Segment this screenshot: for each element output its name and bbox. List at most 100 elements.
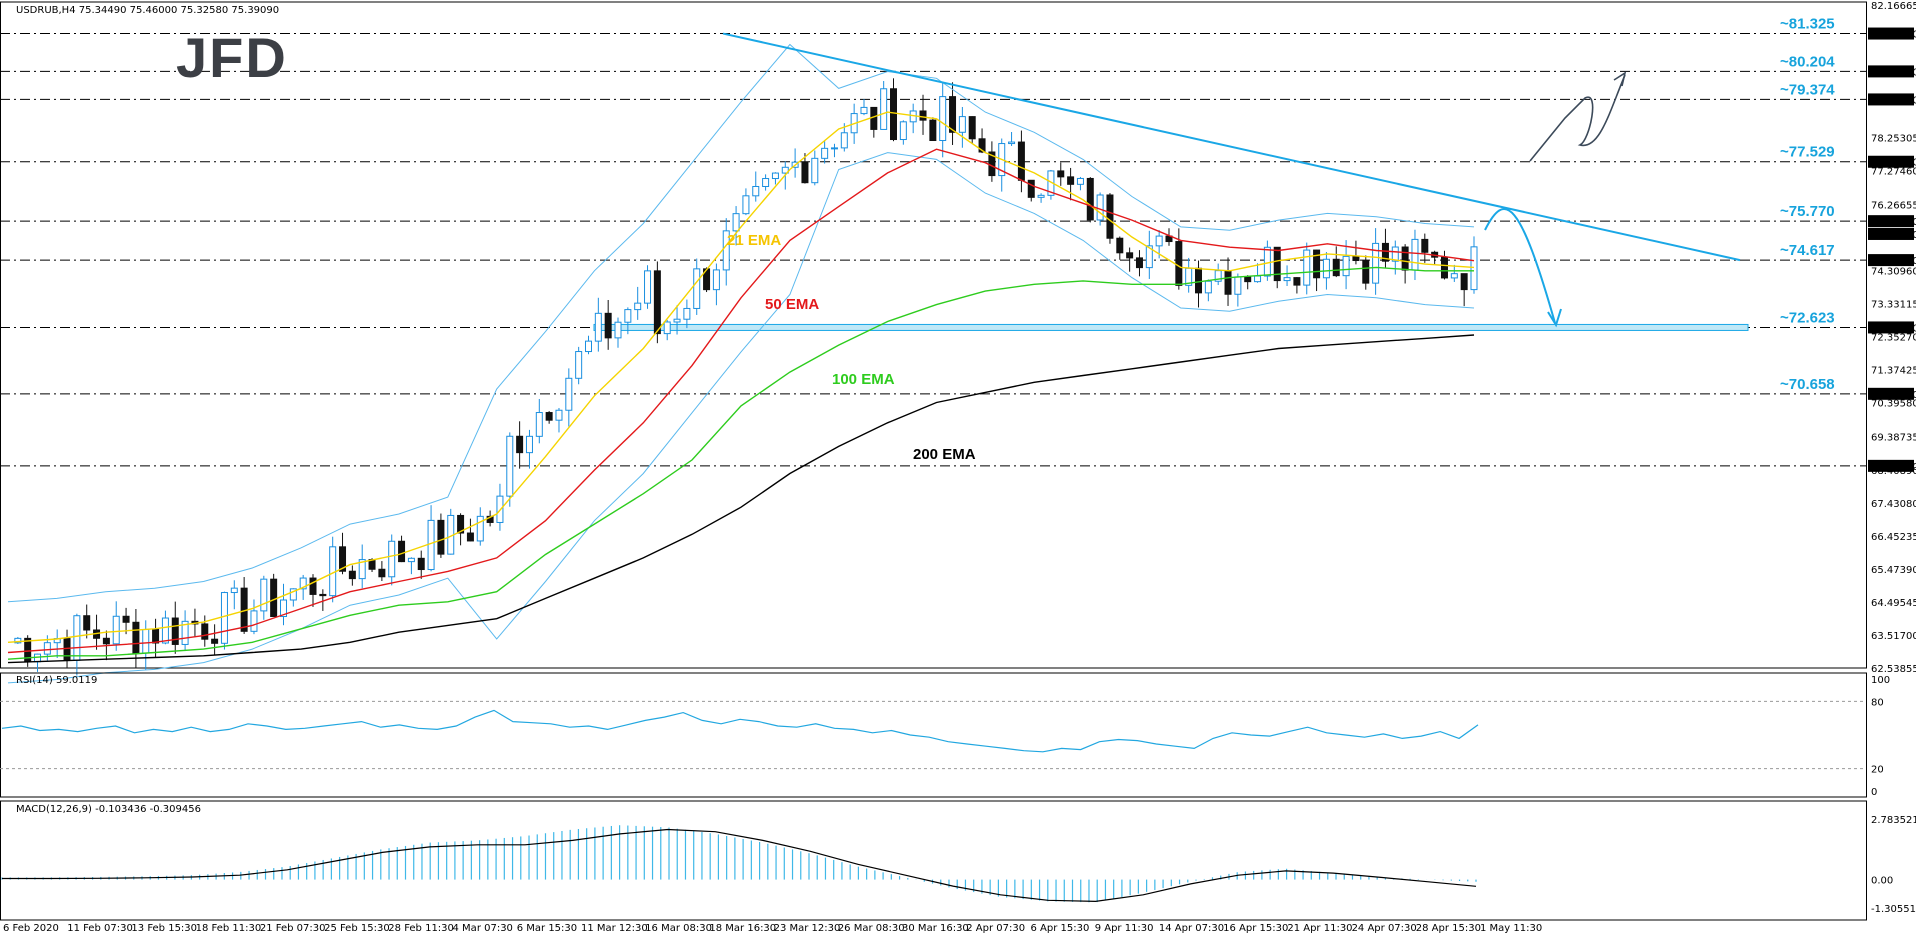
candle-body bbox=[181, 620, 189, 645]
candle-body bbox=[506, 435, 514, 497]
main-header: USDRUB,H4 75.34490 75.46000 75.32580 75.… bbox=[16, 5, 279, 16]
ema50-label: 50 EMA bbox=[765, 296, 819, 313]
candle-body bbox=[1008, 141, 1016, 145]
candle-body bbox=[398, 540, 406, 563]
candle-body bbox=[978, 138, 986, 153]
candle-body bbox=[63, 638, 71, 661]
price-tick-label: 79.37400 bbox=[1871, 95, 1916, 106]
macd-header: MACD(12,26,9) -0.103436 -0.309456 bbox=[16, 804, 201, 815]
candle-body bbox=[339, 546, 347, 572]
time-tick-label: 16 Mar 08:30 bbox=[645, 923, 712, 934]
price-tick-label: 78.25305 bbox=[1871, 133, 1916, 144]
candle-body bbox=[417, 557, 425, 571]
candle-body bbox=[830, 147, 838, 150]
candle-body bbox=[1254, 275, 1262, 283]
main-price-pane: ~81.325 ~80.204 ~79.374 ~77.529 ~75.770 ~74.6… bbox=[0, 1, 1867, 684]
macd-pane-frame bbox=[0, 800, 1867, 921]
bullish-projection-arrow bbox=[1529, 74, 1626, 162]
time-tick-label: 26 Mar 08:30 bbox=[838, 923, 905, 934]
candle-body bbox=[801, 161, 809, 184]
level-tag bbox=[1868, 227, 1914, 240]
time-tick-label: 25 Feb 15:30 bbox=[324, 923, 390, 934]
candle-body bbox=[1116, 237, 1124, 254]
time-tick-label: 6 Feb 2020 bbox=[3, 923, 59, 934]
bearish-projection-arrow bbox=[1484, 208, 1556, 324]
candle-body bbox=[722, 230, 730, 271]
candle-body bbox=[821, 147, 829, 159]
candle-body bbox=[112, 615, 120, 645]
rsi-tick-label: 80 bbox=[1871, 697, 1884, 708]
ema21-line bbox=[7, 111, 1475, 643]
candle-body bbox=[1372, 242, 1380, 284]
main-pane-frame bbox=[0, 1, 1867, 669]
candle-body bbox=[309, 577, 317, 595]
candle-body bbox=[880, 88, 888, 130]
level-tag bbox=[1868, 321, 1914, 334]
price-tick-label: 71.37425 bbox=[1871, 366, 1916, 377]
price-tick-label: 75.77000 bbox=[1871, 217, 1916, 228]
candle-body bbox=[279, 599, 287, 618]
level-tag bbox=[1868, 387, 1914, 400]
candle-body bbox=[860, 106, 868, 115]
price-tick-label: 70.39580 bbox=[1871, 399, 1916, 410]
price-tick-label: 66.45235 bbox=[1871, 532, 1916, 543]
candle-body bbox=[584, 340, 592, 353]
price-axis: 82.16665 81.32500 80.20400 79.37400 78.25305… bbox=[3, 1, 1916, 934]
candle-body bbox=[624, 309, 632, 323]
candle-body bbox=[220, 592, 228, 644]
rsi-header: RSI(14) 59.0119 bbox=[16, 675, 97, 686]
macd-histogram bbox=[1, 825, 1477, 903]
candle-body bbox=[693, 268, 701, 309]
candle-body bbox=[673, 318, 681, 323]
candle-body bbox=[437, 519, 445, 555]
candle-body bbox=[348, 570, 356, 580]
price-tick-label: 81.32500 bbox=[1871, 30, 1916, 41]
candle-body bbox=[870, 106, 878, 130]
candle-body bbox=[329, 546, 337, 597]
candle-body bbox=[388, 540, 396, 578]
candle-body bbox=[644, 270, 652, 304]
time-tick-label: 6 Apr 15:30 bbox=[1030, 923, 1089, 934]
candle-body bbox=[270, 578, 278, 618]
candle-body bbox=[1283, 277, 1291, 282]
candle-body bbox=[781, 166, 789, 174]
resistance-trendline bbox=[722, 32, 1741, 262]
candle-body bbox=[634, 302, 642, 311]
candle-body bbox=[712, 269, 720, 291]
time-tick-label: 2 Apr 07:30 bbox=[966, 923, 1025, 934]
rsi-tick-label: 100 bbox=[1871, 675, 1890, 686]
candle-body bbox=[742, 195, 750, 215]
candle-body bbox=[614, 321, 622, 339]
level-label: ~70.658 bbox=[1780, 376, 1835, 393]
candle-body bbox=[1401, 246, 1409, 271]
candle-body bbox=[525, 435, 533, 454]
ema200-line bbox=[7, 334, 1475, 664]
candle-body bbox=[260, 578, 268, 612]
candle-body bbox=[949, 96, 957, 133]
price-tick-label: 74.61700 bbox=[1871, 256, 1916, 267]
price-tick-label: 68.40890 bbox=[1871, 466, 1916, 477]
candle-body bbox=[929, 119, 937, 142]
candle-body bbox=[555, 409, 563, 421]
candle-body bbox=[1440, 256, 1448, 279]
candle-body bbox=[122, 615, 130, 623]
candle-body bbox=[201, 623, 209, 640]
candle-body bbox=[378, 568, 386, 578]
support-zone bbox=[593, 323, 1749, 331]
candle-body bbox=[161, 617, 169, 644]
macd-pane: 2.783521 0.00 -1.305514 bbox=[0, 800, 1916, 921]
candle-body bbox=[1057, 170, 1065, 178]
rsi-pane-frame bbox=[0, 672, 1867, 798]
candle-body bbox=[73, 615, 81, 661]
ema21-label: 21 EMA bbox=[727, 232, 781, 249]
candle-body bbox=[427, 519, 435, 571]
arrow-head-icon bbox=[1613, 71, 1627, 87]
candle-body bbox=[211, 638, 219, 644]
time-tick-label: 11 Feb 07:30 bbox=[67, 923, 133, 934]
candles bbox=[14, 78, 1478, 676]
candle-body bbox=[811, 157, 819, 184]
candle-body bbox=[771, 172, 779, 180]
candle-body bbox=[1470, 246, 1478, 291]
candle-body bbox=[1017, 141, 1025, 181]
